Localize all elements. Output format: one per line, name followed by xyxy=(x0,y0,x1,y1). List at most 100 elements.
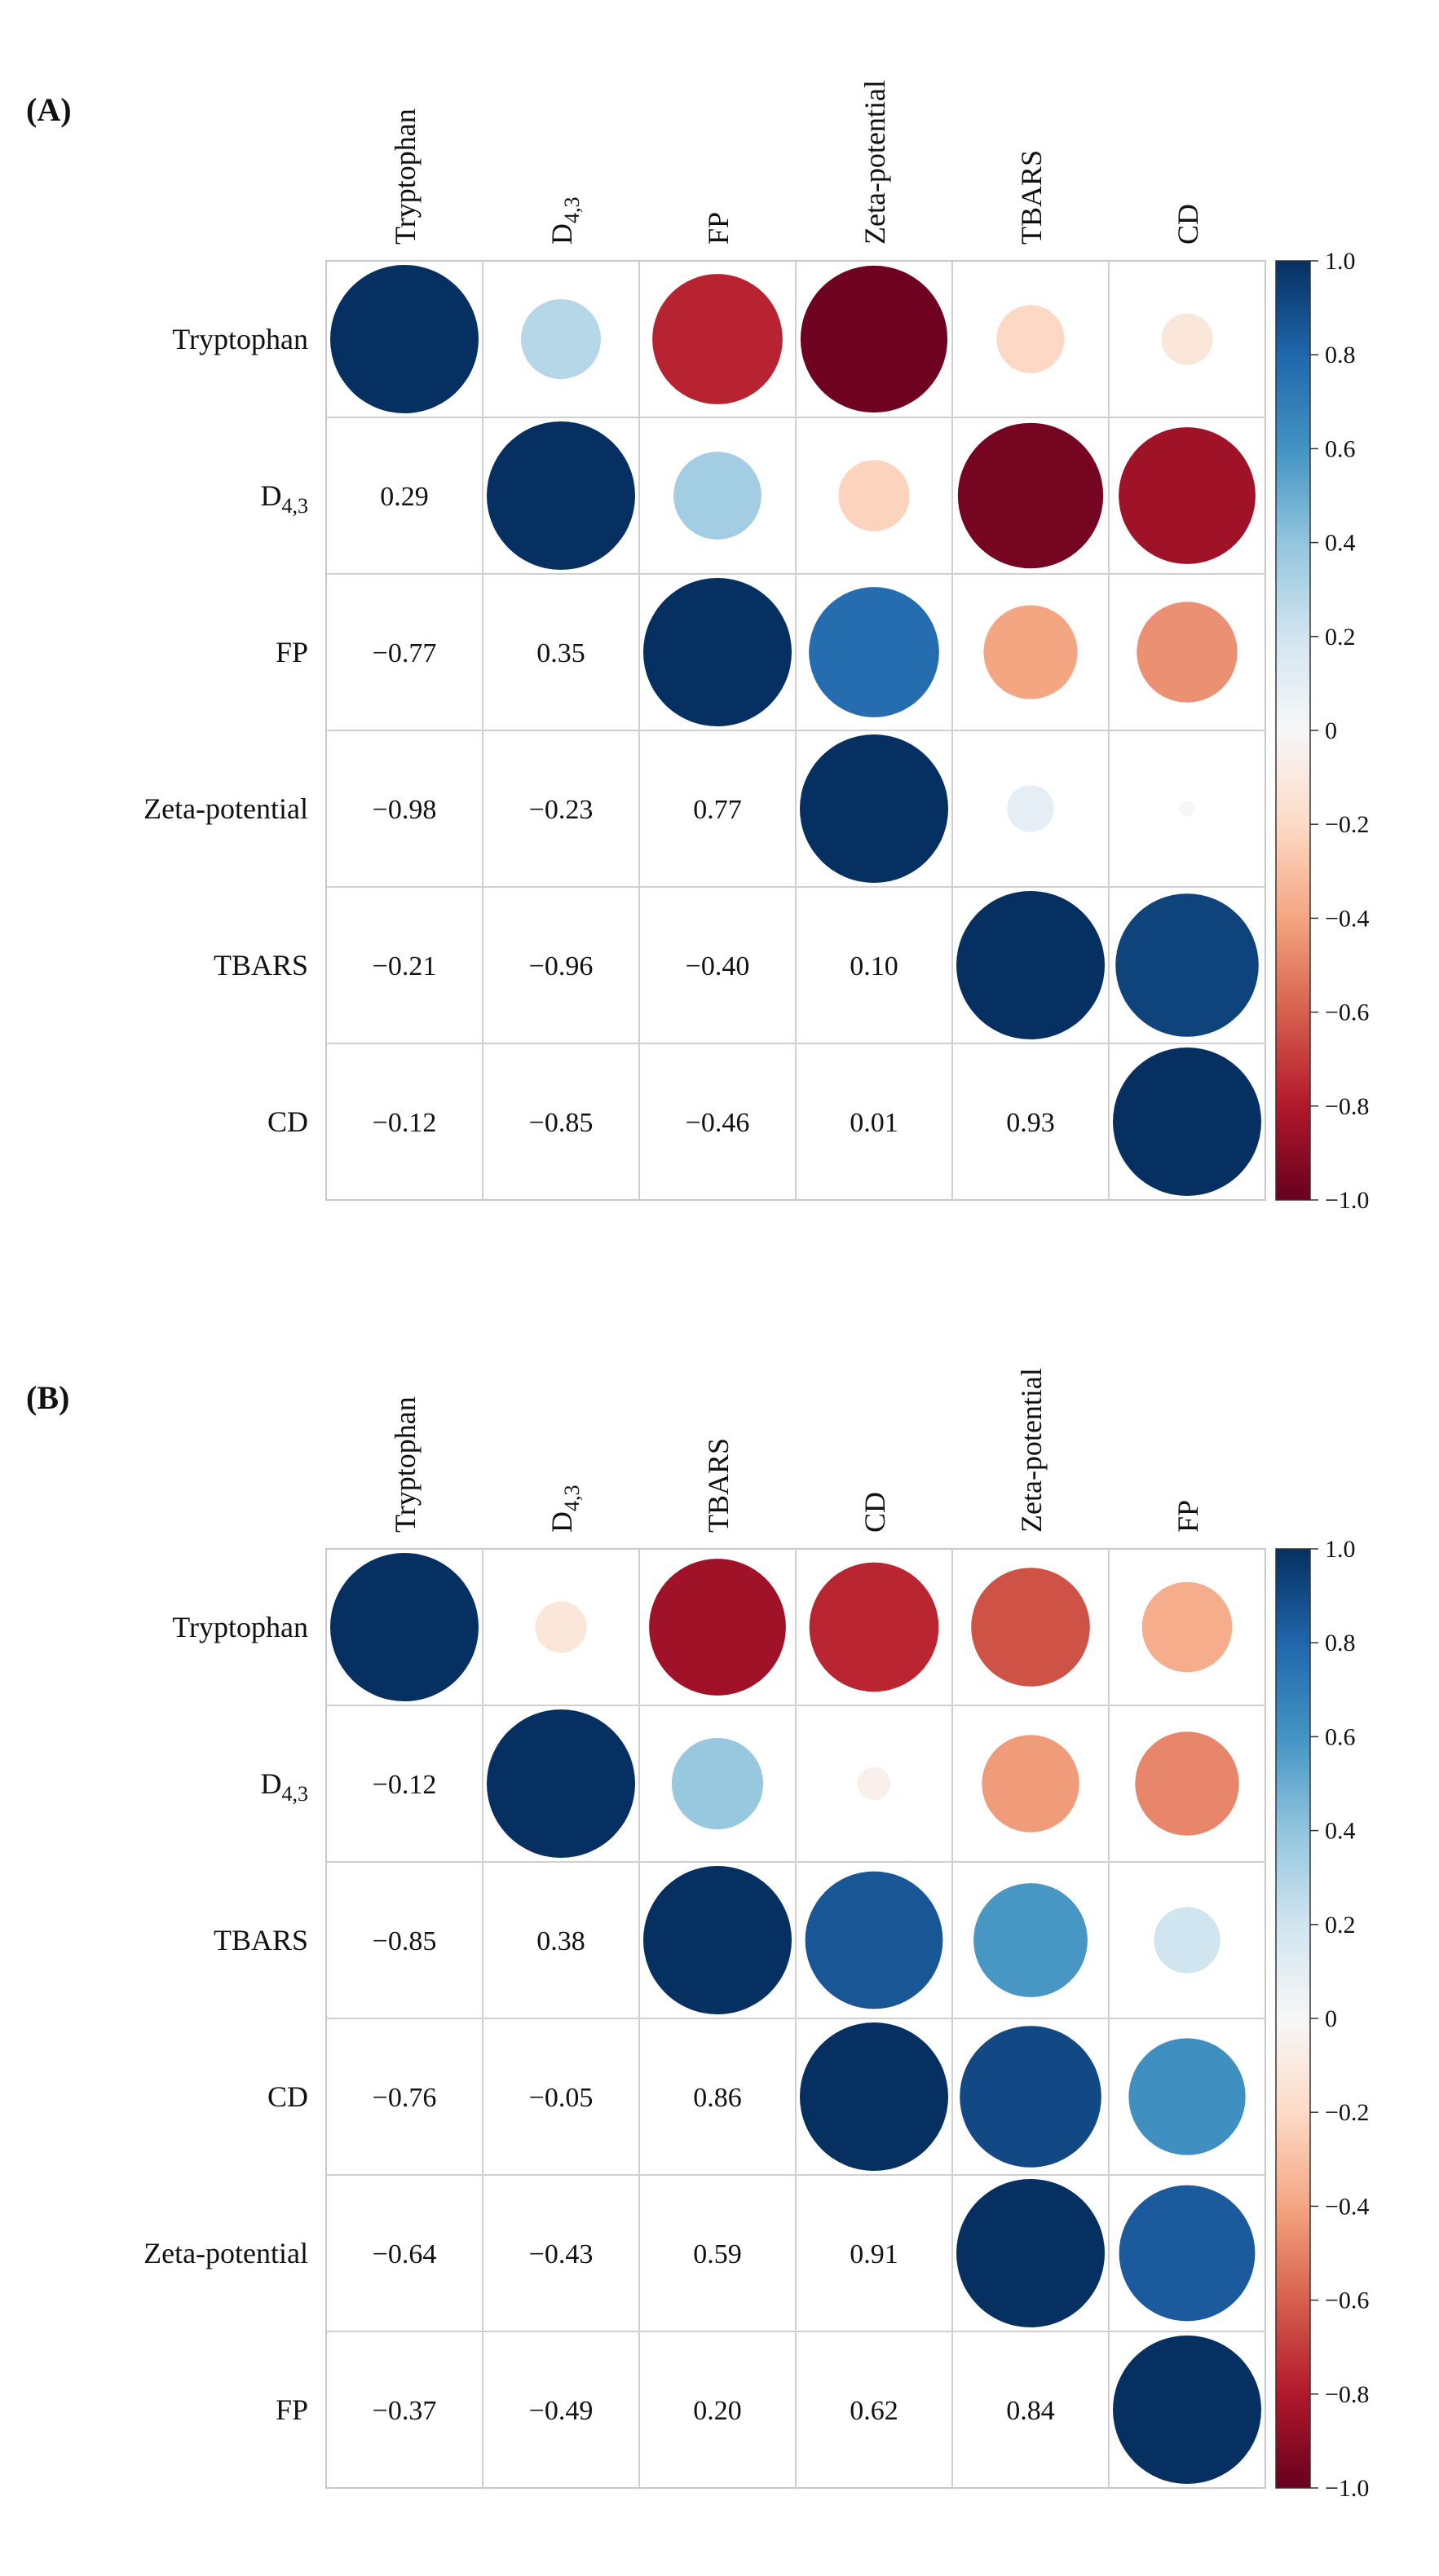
corr-circle-fp-tbars xyxy=(983,605,1078,699)
colorbar-tick-label: −1.0 xyxy=(1325,1187,1369,1214)
corr-circle-tryptophan-d4-3 xyxy=(535,1601,587,1653)
colorbar-tick-label: −0.4 xyxy=(1325,905,1369,932)
column-label-cd: CD xyxy=(1172,204,1204,245)
colorbar-tick-label: 1.0 xyxy=(1325,1536,1356,1563)
corr-circle-tryptophan-tbars xyxy=(996,305,1065,373)
colorbar-tick-label: −0.2 xyxy=(1325,811,1369,838)
corr-circle-tryptophan-zeta-potential xyxy=(800,265,948,413)
corr-value-zeta-potential-cd: 0.91 xyxy=(850,2239,898,2269)
row-label-tryptophan: Tryptophan xyxy=(172,1611,308,1643)
colorbar-tick-label: −0.8 xyxy=(1325,1093,1369,1120)
column-label-d4-3: D4,3 xyxy=(545,1485,584,1533)
corr-value-fp-cd: 0.62 xyxy=(850,2396,898,2426)
corr-circle-fp-cd xyxy=(1137,602,1238,703)
correlation-matrix-a: (A) Tryptophan Tryptophan D4,3 D4,3 FP FP Zeta-… xyxy=(26,80,1369,1214)
colorbar-tick-label: −0.2 xyxy=(1325,2099,1369,2126)
corr-value-cd-d4-3: −0.85 xyxy=(529,1108,594,1138)
row-label-zeta-potential: Zeta-potential xyxy=(143,792,308,825)
corr-value-cd-tbars: 0.93 xyxy=(1006,1108,1055,1138)
colorbar-tick-label: 1.0 xyxy=(1325,248,1356,275)
corr-circle-d4-3-cd xyxy=(857,1767,891,1801)
corr-circle-tryptophan-cd xyxy=(809,1562,939,1692)
colorbar-tick-label: 0.8 xyxy=(1325,342,1356,368)
row-label-fp: FP xyxy=(276,636,308,668)
corr-circle-d4-3-zeta-potential xyxy=(982,1735,1079,1833)
corr-circle-d4-3-tbars xyxy=(957,422,1104,569)
corr-circle-tryptophan-fp xyxy=(652,274,783,404)
corr-circle-tryptophan-d4-3 xyxy=(520,298,602,380)
corr-circle-cd-cd xyxy=(1113,1048,1261,1196)
colorbar-tick-label: −0.6 xyxy=(1325,999,1369,1026)
colorbar-tick-label: 0.6 xyxy=(1325,1723,1356,1750)
column-label-fp: FP xyxy=(1172,1500,1204,1533)
colorbar-tick-label: 0 xyxy=(1325,2005,1337,2032)
corr-value-d4-3-tryptophan: 0.29 xyxy=(380,482,429,512)
column-label-zeta-potential: Zeta-potential xyxy=(859,80,891,245)
colorbar-tick-label: −0.4 xyxy=(1325,2193,1369,2220)
corr-value-cd-tbars: 0.86 xyxy=(693,2083,742,2113)
corr-value-fp-tryptophan: −0.37 xyxy=(373,2396,437,2426)
corr-circle-tbars-zeta-potential xyxy=(973,1883,1088,1997)
corr-value-tbars-tryptophan: −0.21 xyxy=(373,951,437,981)
corr-circle-tbars-fp xyxy=(1154,1907,1221,1974)
colorbar-tick-label: 0.8 xyxy=(1325,1630,1356,1656)
corr-value-tbars-d4-3: 0.38 xyxy=(536,1926,585,1956)
correlation-panel-b: (B) Tryptophan Tryptophan D4,3 D4,3 TBARS TBAR… xyxy=(0,1288,1439,2576)
row-label-tryptophan: Tryptophan xyxy=(172,323,308,355)
corr-value-cd-tryptophan: −0.12 xyxy=(373,1108,437,1138)
column-label-d4-3: D4,3 xyxy=(545,197,584,245)
corr-value-fp-d4-3: 0.35 xyxy=(536,638,585,668)
row-label-tbars: TBARS xyxy=(214,1924,308,1956)
corr-circle-tryptophan-tryptophan xyxy=(330,265,479,413)
corr-circle-zeta-potential-fp xyxy=(1119,2185,1256,2322)
colorbar-tick-label: −1.0 xyxy=(1325,2475,1369,2502)
corr-circle-d4-3-d4-3 xyxy=(487,421,635,570)
corr-circle-cd-fp xyxy=(1128,2038,1246,2155)
colorbar-tick-label: −0.6 xyxy=(1325,2287,1369,2314)
corr-circle-fp-zeta-potential xyxy=(809,587,939,717)
corr-circle-tryptophan-tbars xyxy=(649,1559,786,1696)
row-label-tbars: TBARS xyxy=(214,949,308,981)
corr-circle-d4-3-tbars xyxy=(671,1737,764,1830)
corr-circle-tryptophan-fp xyxy=(1141,1581,1233,1673)
corr-value-zeta-potential-d4-3: −0.43 xyxy=(529,2239,594,2269)
correlation-matrix-b: (B) Tryptophan Tryptophan D4,3 D4,3 TBARS TBAR… xyxy=(26,1368,1369,2502)
corr-circle-tbars-tbars xyxy=(643,1866,792,2014)
panel-label: (B) xyxy=(26,1379,69,1416)
colorbar xyxy=(1275,1548,1311,2489)
corr-circle-d4-3-zeta-potential xyxy=(838,460,910,532)
column-label-cd: CD xyxy=(859,1492,891,1533)
corr-value-fp-zeta-potential: 0.84 xyxy=(1006,2396,1055,2426)
corr-circle-fp-fp xyxy=(643,578,792,726)
corr-circle-zeta-potential-cd xyxy=(1179,801,1195,817)
corr-circle-cd-cd xyxy=(800,2022,948,2171)
row-label-zeta-potential: Zeta-potential xyxy=(143,2237,308,2269)
corr-value-cd-fp: −0.46 xyxy=(686,1108,750,1138)
corr-value-tbars-d4-3: −0.96 xyxy=(529,951,594,981)
colorbar-tick-label: 0.4 xyxy=(1325,1818,1356,1845)
colorbar-tick-label: 0.6 xyxy=(1325,435,1356,462)
colorbar-tick-label: 0.2 xyxy=(1325,1912,1356,1939)
corr-circle-tryptophan-tryptophan xyxy=(330,1553,479,1701)
column-label-fp: FP xyxy=(702,212,735,245)
corr-circle-tbars-cd xyxy=(805,1871,943,2009)
corr-value-d4-3-tryptophan: −0.12 xyxy=(373,1770,437,1800)
corr-value-fp-d4-3: −0.49 xyxy=(529,2396,594,2426)
column-label-tbars: TBARS xyxy=(1015,150,1048,245)
column-label-tryptophan: Tryptophan xyxy=(389,1396,422,1533)
corr-circle-d4-3-d4-3 xyxy=(487,1709,635,1858)
colorbar-tick-label: 0.4 xyxy=(1325,530,1356,557)
row-label-d4-3: D4,3 xyxy=(261,479,309,518)
corr-value-cd-tryptophan: −0.76 xyxy=(373,2083,437,2113)
corr-value-zeta-potential-d4-3: −0.23 xyxy=(529,795,594,825)
correlation-panel-a: (A) Tryptophan Tryptophan D4,3 D4,3 FP FP Zeta-… xyxy=(26,80,1369,1214)
corr-circle-tryptophan-cd xyxy=(1161,313,1213,365)
colorbar-tick-label: 0.2 xyxy=(1325,624,1356,651)
row-label-cd: CD xyxy=(267,1105,308,1138)
corr-circle-tbars-tbars xyxy=(956,891,1105,1039)
row-label-cd: CD xyxy=(267,2080,308,2113)
corr-value-zeta-potential-tbars: 0.59 xyxy=(693,2239,742,2269)
column-label-zeta-potential: Zeta-potential xyxy=(1015,1368,1048,1533)
corr-value-tbars-tryptophan: −0.85 xyxy=(373,1926,437,1956)
corr-value-tbars-fp: −0.40 xyxy=(686,951,750,981)
